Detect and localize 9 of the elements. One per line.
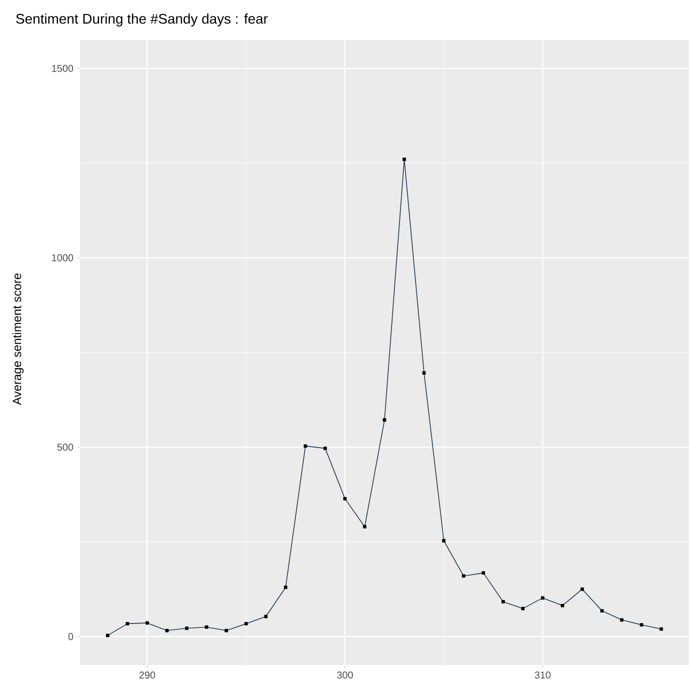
y-tick-label: 0 bbox=[68, 633, 74, 640]
x-tick-label: 300 bbox=[337, 672, 354, 679]
x-tick-label: 290 bbox=[140, 672, 156, 679]
x-tick-label: 310 bbox=[534, 672, 551, 679]
y-tick-label: 500 bbox=[57, 444, 74, 451]
y-axis-title: Average sentiment score bbox=[12, 274, 24, 405]
chart-title: Sentiment During the #Sandy days : fear bbox=[16, 13, 268, 26]
y-tick-label: 1500 bbox=[52, 64, 74, 72]
y-tick-label: 1000 bbox=[52, 254, 74, 262]
